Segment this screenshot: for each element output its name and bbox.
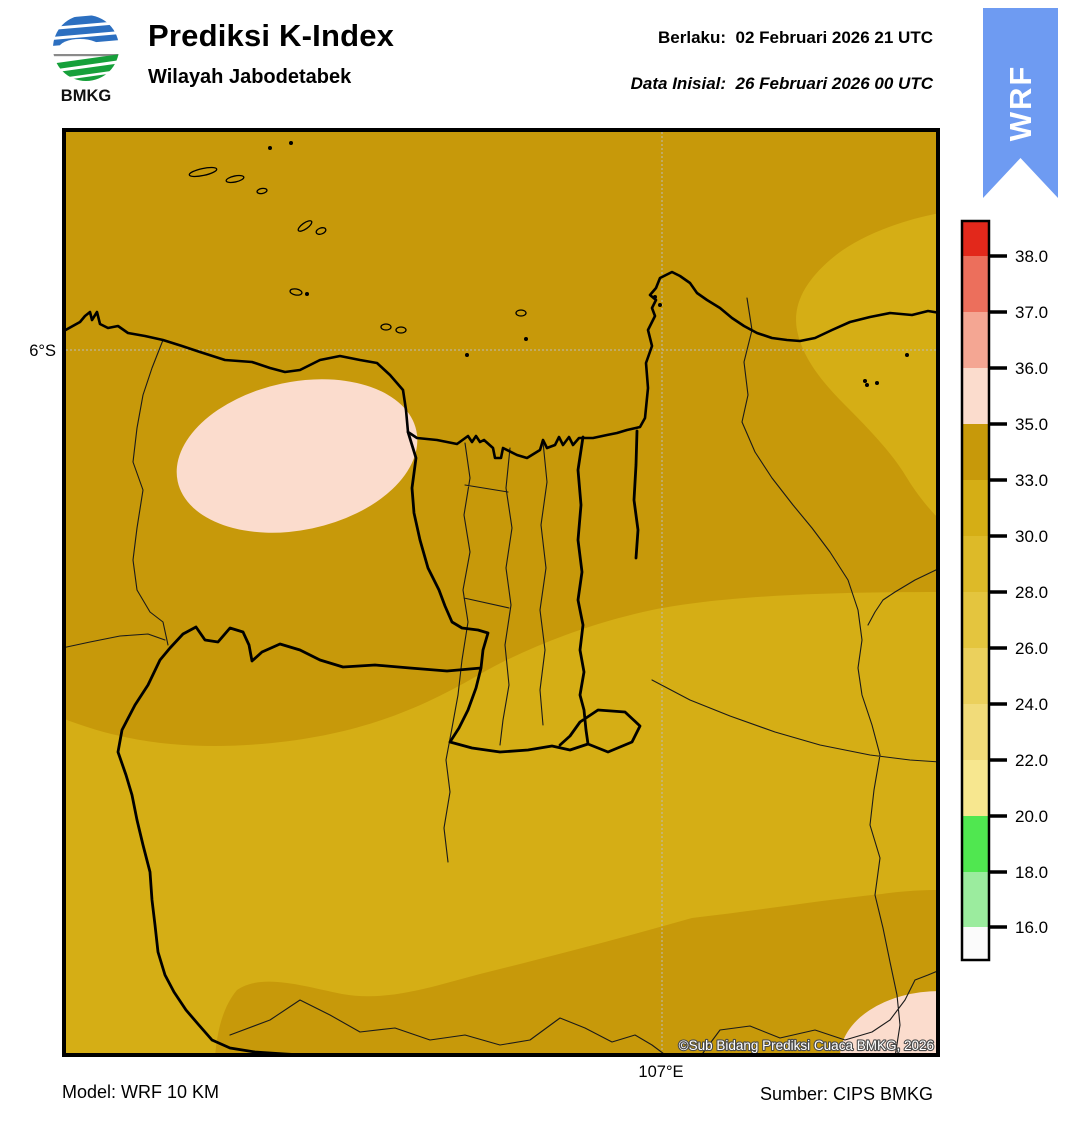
k-index-map: ©Sub Bidang Prediksi Cuaca BMKG, 2026: [62, 128, 940, 1057]
colorbar-tick-marks: [989, 254, 1007, 929]
initial-time-label: Data Inisial:: [630, 74, 727, 93]
initial-time-value: 26 Februari 2026 00 UTC: [735, 74, 933, 93]
bmkg-logo-icon: BMKG: [53, 15, 119, 105]
page-title: Prediksi K-Index: [148, 18, 395, 53]
colorbar-segment: [962, 592, 989, 648]
bmkg-logo-label: BMKG: [61, 87, 111, 105]
colorbar-tick-label: 35.0: [1015, 415, 1048, 434]
valid-time-value: 02 Februari 2026 21 UTC: [735, 28, 933, 47]
k-index-colorbar: 38.0 37.0 36.0 35.0 33.0 30.0 28.0 26.0 …: [960, 219, 1048, 962]
colorbar-segments: [962, 221, 989, 960]
map-band-30-33-northeast: [796, 213, 940, 520]
colorbar-tick-label: 18.0: [1015, 863, 1048, 882]
map-band-35-36-west-patch: [176, 379, 418, 533]
colorbar-segment: [962, 424, 989, 480]
initial-time-row: Data Inisial: 26 Februari 2026 00 UTC: [631, 74, 933, 94]
map-band-33-35-bottom: [215, 890, 940, 1057]
island: [289, 288, 303, 296]
island: [380, 323, 392, 331]
forecast-times: Berlaku: 02 Februari 2026 21 UTC Data In…: [631, 28, 933, 94]
colorbar-tick-label: 38.0: [1015, 247, 1048, 266]
colorbar-segment: [962, 221, 989, 256]
island: [315, 227, 327, 235]
island: [395, 326, 407, 334]
wrf-banner-label: WRF: [1003, 65, 1038, 142]
coastline: [62, 270, 940, 460]
colorbar-tick-label: 30.0: [1015, 527, 1048, 546]
colorbar-segment: [962, 480, 989, 536]
island: [515, 309, 527, 317]
wrf-ribbon-shape: [983, 8, 1058, 198]
latitude-tick-label: 6°S: [29, 342, 56, 360]
island: [225, 174, 245, 184]
model-label: Model: WRF 10 KM: [62, 1082, 220, 1102]
source-label: Sumber: CIPS BMKG: [759, 1084, 933, 1104]
colorbar-segment: [962, 816, 989, 872]
map-copyright: ©Sub Bidang Prediksi Cuaca BMKG, 2026: [679, 1038, 934, 1053]
page-subtitle: Wilayah Jabodetabek: [148, 66, 352, 88]
colorbar-tick-label: 28.0: [1015, 583, 1048, 602]
colorbar-tick-label: 36.0: [1015, 359, 1048, 378]
map-frame: [62, 128, 940, 1057]
colorbar-tick-label: 16.0: [1015, 918, 1048, 937]
colorbar-segment: [962, 368, 989, 424]
colorbar-segment: [962, 312, 989, 368]
island: [256, 187, 268, 195]
colorbar-tick-label: 22.0: [1015, 751, 1048, 770]
islands: [188, 166, 527, 334]
province-boundaries: [116, 429, 642, 1057]
colorbar-tick-label: 20.0: [1015, 807, 1048, 826]
valid-time-row: Berlaku: 02 Februari 2026 21 UTC: [631, 28, 933, 48]
colorbar-segment: [962, 536, 989, 592]
district-boundaries: [62, 297, 940, 1057]
colorbar-tick-labels: 38.0 37.0 36.0 35.0 33.0 30.0 28.0 26.0 …: [1015, 247, 1048, 937]
island: [188, 166, 218, 178]
colorbar-segment: [962, 927, 989, 960]
island-dots: [268, 141, 909, 387]
graticule: [62, 128, 940, 1057]
colorbar-segment: [962, 704, 989, 760]
colorbar-segment: [962, 648, 989, 704]
colorbar-tick-label: 24.0: [1015, 695, 1048, 714]
colorbar-segment: [962, 256, 989, 312]
colorbar-tick-label: 26.0: [1015, 639, 1048, 658]
valid-time-label: Berlaku:: [658, 28, 727, 47]
longitude-tick-label: 107°E: [638, 1063, 684, 1081]
island: [297, 220, 313, 232]
colorbar-tick-label: 33.0: [1015, 471, 1048, 490]
colorbar-segment: [962, 872, 989, 927]
map-band-35-36-corner-patch: [840, 991, 940, 1057]
wrf-ribbon-banner: WRF: [983, 8, 1058, 198]
colorbar-tick-label: 37.0: [1015, 303, 1048, 322]
colorbar-segment: [962, 760, 989, 816]
colorbar-frame: [960, 219, 991, 962]
